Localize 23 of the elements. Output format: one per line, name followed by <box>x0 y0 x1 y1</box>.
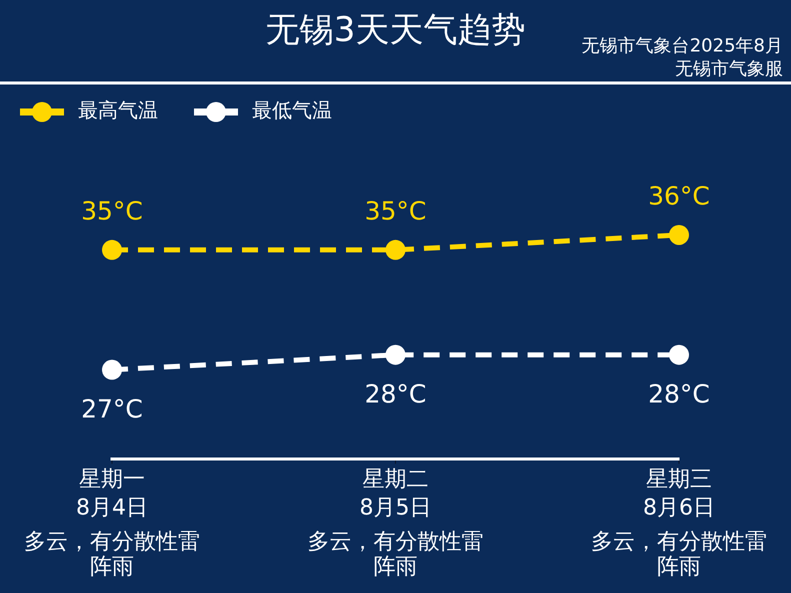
text: 多云，有分散性雷阵雨 <box>591 530 767 580</box>
data-label: 36°C <box>648 181 710 210</box>
text: 无锡市气象服 <box>675 58 783 80</box>
text: 多云，有分散性雷阵雨 <box>24 530 200 580</box>
x-tick-label: 星期一 8月4日 <box>76 466 148 520</box>
legend-label: 最高气温 <box>78 98 158 122</box>
point <box>669 344 689 365</box>
point <box>386 344 406 365</box>
data-label: 27°C <box>81 394 143 424</box>
text: 多云，有分散性雷阵雨 <box>308 530 484 580</box>
point <box>102 360 122 380</box>
text: 无锡市气象台2025年8月 <box>582 36 783 57</box>
chart-title: 无锡3天天气趋势 <box>266 10 526 50</box>
legend-label: 最低气温 <box>252 98 332 122</box>
data-label: 35°C <box>364 196 426 226</box>
data-label: 28°C <box>648 379 710 408</box>
point <box>386 240 406 260</box>
point <box>102 240 122 260</box>
data-label: 35°C <box>81 196 143 226</box>
point <box>669 224 689 245</box>
x-tick-label: 星期二 8月5日 <box>360 466 432 520</box>
data-label: 28°C <box>364 379 426 408</box>
x-tick-label: 星期三 8月6日 <box>643 466 715 520</box>
